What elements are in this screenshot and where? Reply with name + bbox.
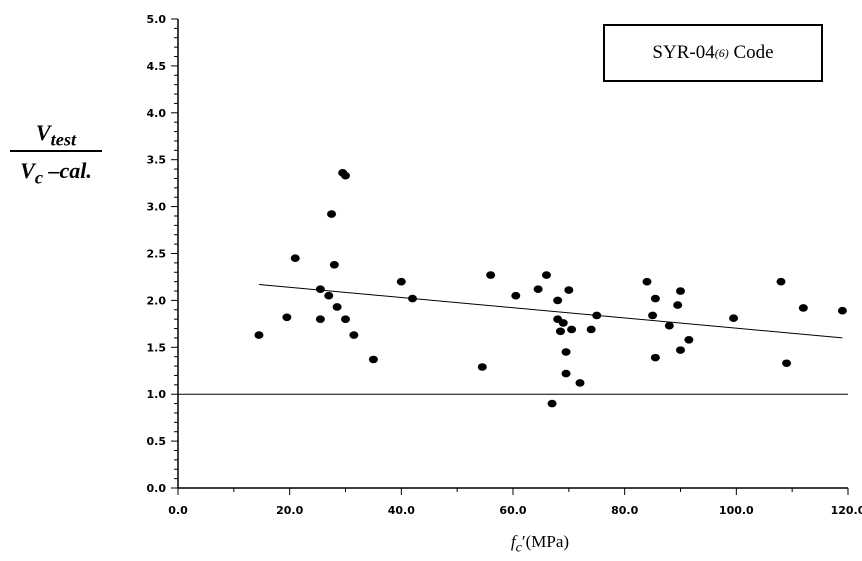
data-point [349,331,359,339]
legend-superscript: (6) [714,45,729,60]
y-tick-label: 1.0 [147,388,167,401]
data-points [254,169,847,408]
legend-text: SYR-04 [652,42,715,63]
data-point [341,171,350,180]
data-point [486,271,496,279]
trend-line-layer [258,283,843,339]
y-axis-label: Vtest Vc –cal. [2,118,110,188]
y-axis-label-numerator: Vtest [2,118,110,150]
y-tick-label: 1.5 [147,341,167,354]
data-point [676,287,685,295]
data-point [664,321,674,330]
data-point [673,301,683,309]
y-axis-label-denominator: Vc –cal. [2,156,110,188]
data-point [684,335,694,344]
y-num-symbol: V [35,120,51,145]
data-point [327,210,337,218]
data-point [558,319,568,327]
data-point [315,315,325,323]
y-tick-label: 2.5 [147,248,167,261]
x-tick-label: 20.0 [276,504,303,517]
y-tick-label: 2.0 [147,294,167,307]
data-point [254,331,264,339]
data-point [561,348,571,356]
x-tick-label: 40.0 [388,504,415,517]
trend-line [258,283,843,339]
data-point [642,277,652,286]
legend-box: SYR-04 (6) Code [603,24,823,82]
data-point [729,314,739,323]
x-tick-label: 80.0 [611,504,638,517]
y-tick-label: 4.5 [147,60,167,73]
y-tick-label: 0.0 [147,482,167,495]
tick-labels: 0.0 0.5 1.0 1.5 2.0 2.5 3.0 3.5 4.0 4.5 5.0 0.0 20.0… [147,13,862,517]
data-point [368,355,378,364]
legend-suffix: Code [728,42,774,63]
data-point [542,271,551,279]
data-point [561,369,571,378]
data-point [329,260,339,269]
data-point [341,315,350,323]
x-label-unit: (MPa) [525,532,570,551]
data-point [798,304,808,312]
data-point [650,353,660,362]
data-point [511,291,521,300]
data-point [648,311,658,320]
data-point [553,296,563,305]
data-point [586,325,596,334]
y-tick-label: 0.5 [147,435,167,448]
data-point [776,277,786,286]
axes [177,19,848,489]
y-den-suffix: –cal. [42,158,92,183]
y-tick-label: 3.0 [147,201,167,214]
data-point [290,254,300,262]
x-tick-label: 120.0 [831,504,862,517]
data-point [650,294,660,303]
data-point [567,325,577,334]
x-axis-label: fc′(MPa) [470,532,610,556]
x-label-subscript: c [515,539,522,556]
y-num-subscript: test [50,129,77,150]
data-point [332,303,342,311]
data-point [575,379,585,387]
data-point [282,313,292,322]
y-tick-label: 4.0 [147,107,167,120]
data-point [555,327,565,336]
y-tick-label: 3.5 [147,154,167,167]
data-point [408,294,417,303]
y-den-symbol: V [20,158,35,183]
data-point [837,306,847,315]
data-point [477,363,487,371]
data-point [396,277,406,286]
x-label-symbol: f [510,532,516,551]
x-tick-label: 60.0 [499,504,526,517]
data-point [782,359,792,368]
data-point [547,399,557,408]
data-point [592,311,602,320]
x-label-prime: ′ [521,532,526,551]
data-point [564,286,574,294]
x-tick-label: 0.0 [168,504,188,517]
x-tick-label: 100.0 [719,504,754,517]
y-axis-label-fraction-bar [10,150,102,152]
data-point [676,346,685,354]
data-point [315,285,325,293]
y-tick-label: 5.0 [147,13,167,26]
tick-marks [171,18,849,495]
y-den-subscript: c [34,167,43,188]
data-point [324,291,334,300]
data-point [533,285,543,293]
